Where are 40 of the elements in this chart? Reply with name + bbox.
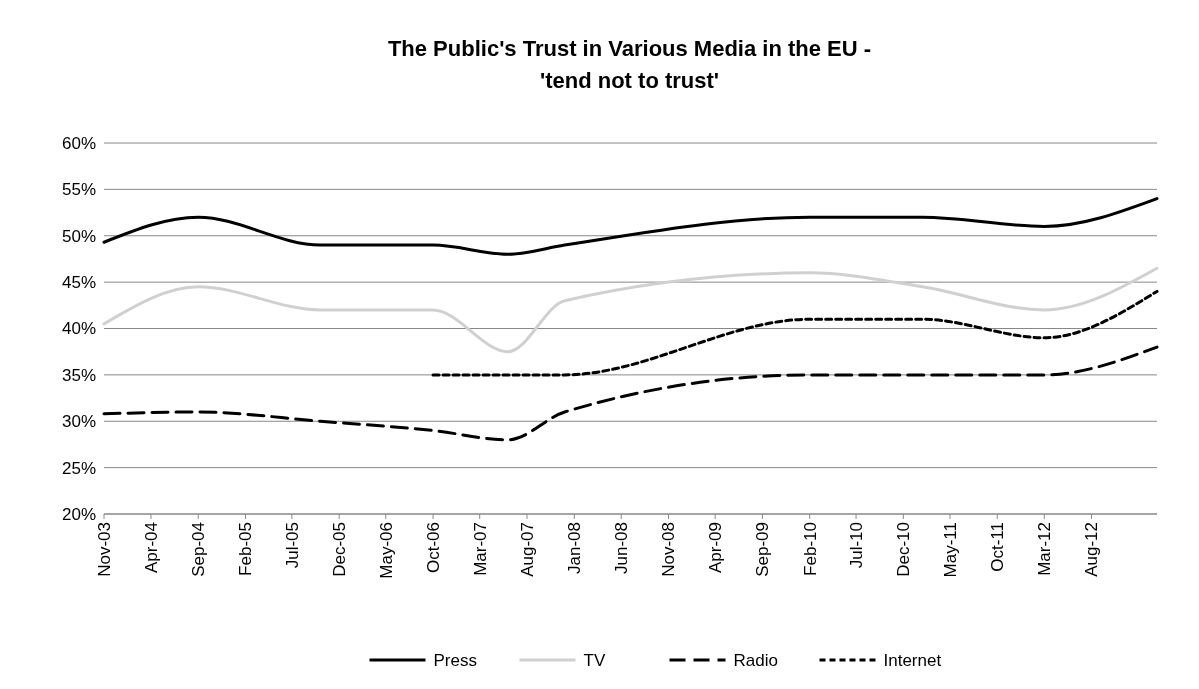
x-tick-label: Oct-06 — [424, 522, 444, 574]
y-tick-label: 45% — [61, 273, 96, 293]
line-series — [102, 345, 1159, 442]
x-tick-label: Nov-03 — [94, 522, 114, 577]
chart-title: The Public's Trust in Various Media in the EU - 'tend not to trust' — [387, 36, 872, 93]
x-tick-label: Feb-10 — [800, 522, 820, 576]
x-tick-label: Nov-08 — [659, 522, 679, 577]
x-tick-label: Jul-05 — [282, 522, 302, 569]
x-tick-label: May-11 — [940, 522, 960, 578]
y-tick-label: 20% — [61, 504, 96, 524]
x-tick-label: Apr-04 — [141, 522, 161, 574]
y-tick-label: 25% — [61, 458, 96, 478]
x-tick-label: Jun-08 — [612, 522, 632, 574]
x-tick-label: Sep-09 — [753, 522, 773, 577]
x-tick-label: May-06 — [376, 522, 396, 579]
x-tick-label: Aug-12 — [1082, 522, 1102, 577]
y-tick-label: 50% — [61, 226, 96, 246]
y-tick-label: 35% — [61, 365, 96, 385]
legend-label: TV — [583, 650, 606, 670]
y-tick-label: 30% — [61, 412, 96, 432]
y-tick-label: 55% — [61, 180, 96, 200]
legend-label: Press — [433, 650, 477, 670]
x-tick-label: Oct-11 — [988, 522, 1008, 572]
y-tick-label: 40% — [61, 319, 96, 339]
x-tick-label: Feb-05 — [236, 522, 256, 576]
x-tick-label: Dec-10 — [894, 522, 914, 577]
x-tick-label: Jan-08 — [565, 522, 585, 574]
line-series — [102, 266, 1159, 354]
x-tick-label: Mar-07 — [470, 522, 490, 576]
line-series — [431, 289, 1159, 377]
x-tick-label: Dec-05 — [330, 522, 350, 577]
legend-label: Internet — [883, 650, 942, 670]
x-tick-label: Sep-04 — [189, 522, 209, 577]
line-series — [102, 197, 1159, 256]
y-tick-label: 60% — [61, 133, 96, 153]
legend-label: Radio — [733, 650, 778, 670]
x-tick-label: Mar-12 — [1035, 522, 1055, 576]
x-tick-label: Jul-10 — [847, 522, 866, 569]
x-tick-label: Aug-07 — [517, 522, 537, 577]
x-tick-label: Apr-09 — [706, 522, 726, 574]
